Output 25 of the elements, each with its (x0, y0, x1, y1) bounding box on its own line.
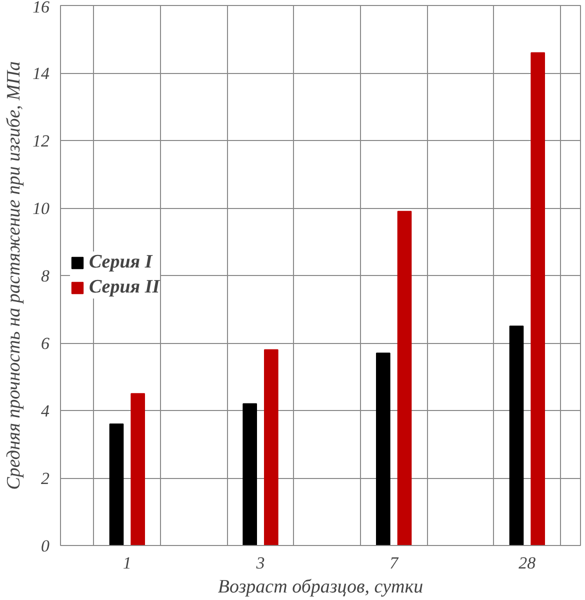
bar (242, 403, 257, 546)
y-tick-label: 10 (32, 199, 50, 218)
y-axis-title: Средняя прочность на растяжение при изгибе, МПа (4, 61, 24, 490)
x-tick-label: 7 (390, 554, 400, 572)
y-tick-label: 16 (32, 0, 50, 16)
y-tick-label: 8 (41, 266, 50, 286)
bar (109, 424, 124, 546)
x-tick-label: 1 (122, 554, 132, 572)
x-tick-label: 3 (255, 554, 265, 572)
x-axis-title: Возраст образцов, сутки (218, 576, 424, 598)
bar (130, 393, 145, 546)
bar (376, 352, 390, 546)
legend-label: Серия I (89, 252, 152, 274)
y-tick-label: 14 (32, 64, 50, 83)
y-tick-label: 12 (32, 132, 50, 150)
y-tick-label: 4 (41, 402, 50, 420)
x-tick-label: 28 (518, 554, 536, 572)
bar (530, 52, 545, 546)
bar (397, 210, 412, 546)
y-tick-label: 0 (41, 536, 50, 556)
legend-label: Серия II (89, 276, 160, 298)
bar (509, 326, 524, 546)
bar (264, 349, 278, 546)
y-tick-label: 2 (41, 469, 50, 488)
y-tick-label: 6 (41, 334, 50, 353)
